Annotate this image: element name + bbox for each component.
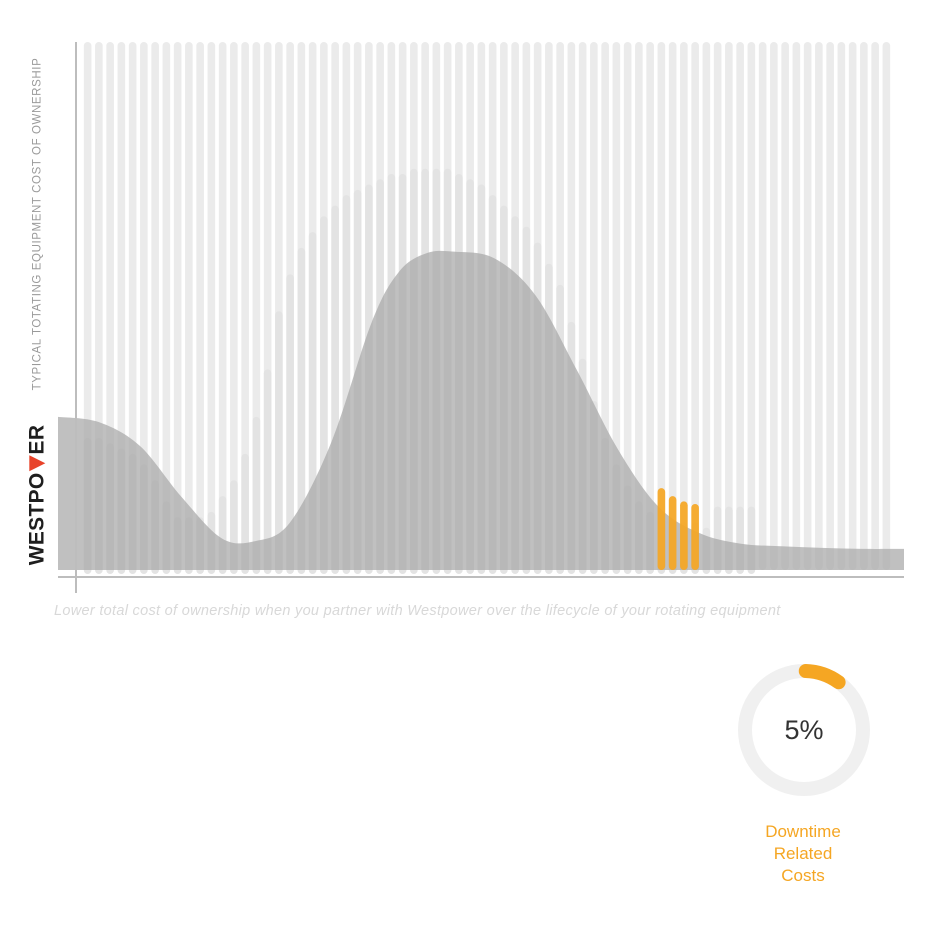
gauge-label-line-1: Downtime <box>765 822 841 841</box>
background-column <box>128 42 137 570</box>
gauge-progress-arc <box>798 664 846 690</box>
gauge-label: Downtime Related Costs <box>733 821 873 887</box>
downtime-bar <box>668 496 677 570</box>
background-column <box>196 42 204 570</box>
background-column <box>770 42 778 570</box>
downtime-gauge: 5% <box>736 662 872 798</box>
downtime-bar <box>691 504 699 570</box>
background-column <box>623 42 632 570</box>
y-axis-title-wrap: TYPICAL TOTATING EQUIPMENT COST OF OWNER… <box>22 42 52 406</box>
logo-wordmark: WESTPO ER <box>25 425 49 566</box>
background-column <box>781 42 789 570</box>
westpower-logo: WESTPO ER <box>21 418 53 572</box>
gauge-value: 5% <box>784 714 824 745</box>
background-column <box>848 42 857 570</box>
background-column <box>635 42 643 570</box>
gauge-label-line-2: Related <box>773 844 833 863</box>
logo-text-end: ER <box>25 424 48 455</box>
background-column <box>882 42 891 570</box>
background-column <box>668 42 677 570</box>
value-bar <box>252 416 261 574</box>
background-column <box>173 42 182 570</box>
downtime-bar <box>680 501 688 570</box>
background-column <box>657 42 666 570</box>
background-column <box>680 42 688 570</box>
value-bar <box>263 369 272 574</box>
background-column <box>241 42 249 570</box>
background-column <box>230 42 238 570</box>
background-column <box>826 42 834 570</box>
background-column <box>691 42 699 570</box>
background-column <box>646 42 654 570</box>
background-column <box>803 42 812 570</box>
background-column <box>151 42 159 570</box>
background-column <box>702 42 711 570</box>
logo-w-mark-icon <box>29 455 45 472</box>
background-column <box>162 42 171 570</box>
background-column <box>860 42 868 570</box>
background-column <box>218 42 227 570</box>
downtime-bar <box>657 488 666 570</box>
background-column <box>207 42 216 570</box>
gauge-label-line-3: Costs <box>781 866 825 885</box>
background-column <box>837 42 846 570</box>
background-column <box>713 42 722 570</box>
chart-caption: Lower total cost of ownership when you p… <box>54 603 781 619</box>
background-column <box>140 42 148 570</box>
logo-text-start: WESTPO <box>25 472 48 566</box>
background-column <box>725 42 733 570</box>
y-axis-title: TYPICAL TOTATING EQUIPMENT COST OF OWNER… <box>31 57 43 391</box>
background-column <box>747 42 756 570</box>
background-column <box>758 42 767 570</box>
background-column <box>815 42 823 570</box>
westpower-cost-curve <box>58 250 904 570</box>
background-column <box>736 42 744 570</box>
background-column <box>612 42 621 570</box>
background-column <box>871 42 879 570</box>
value-bar <box>297 247 306 575</box>
gauge-ring-icon <box>738 664 870 796</box>
value-bar <box>286 274 294 574</box>
downtime-bars <box>657 488 699 570</box>
value-bar <box>275 311 283 574</box>
background-column <box>792 42 801 570</box>
background-column <box>185 42 193 570</box>
